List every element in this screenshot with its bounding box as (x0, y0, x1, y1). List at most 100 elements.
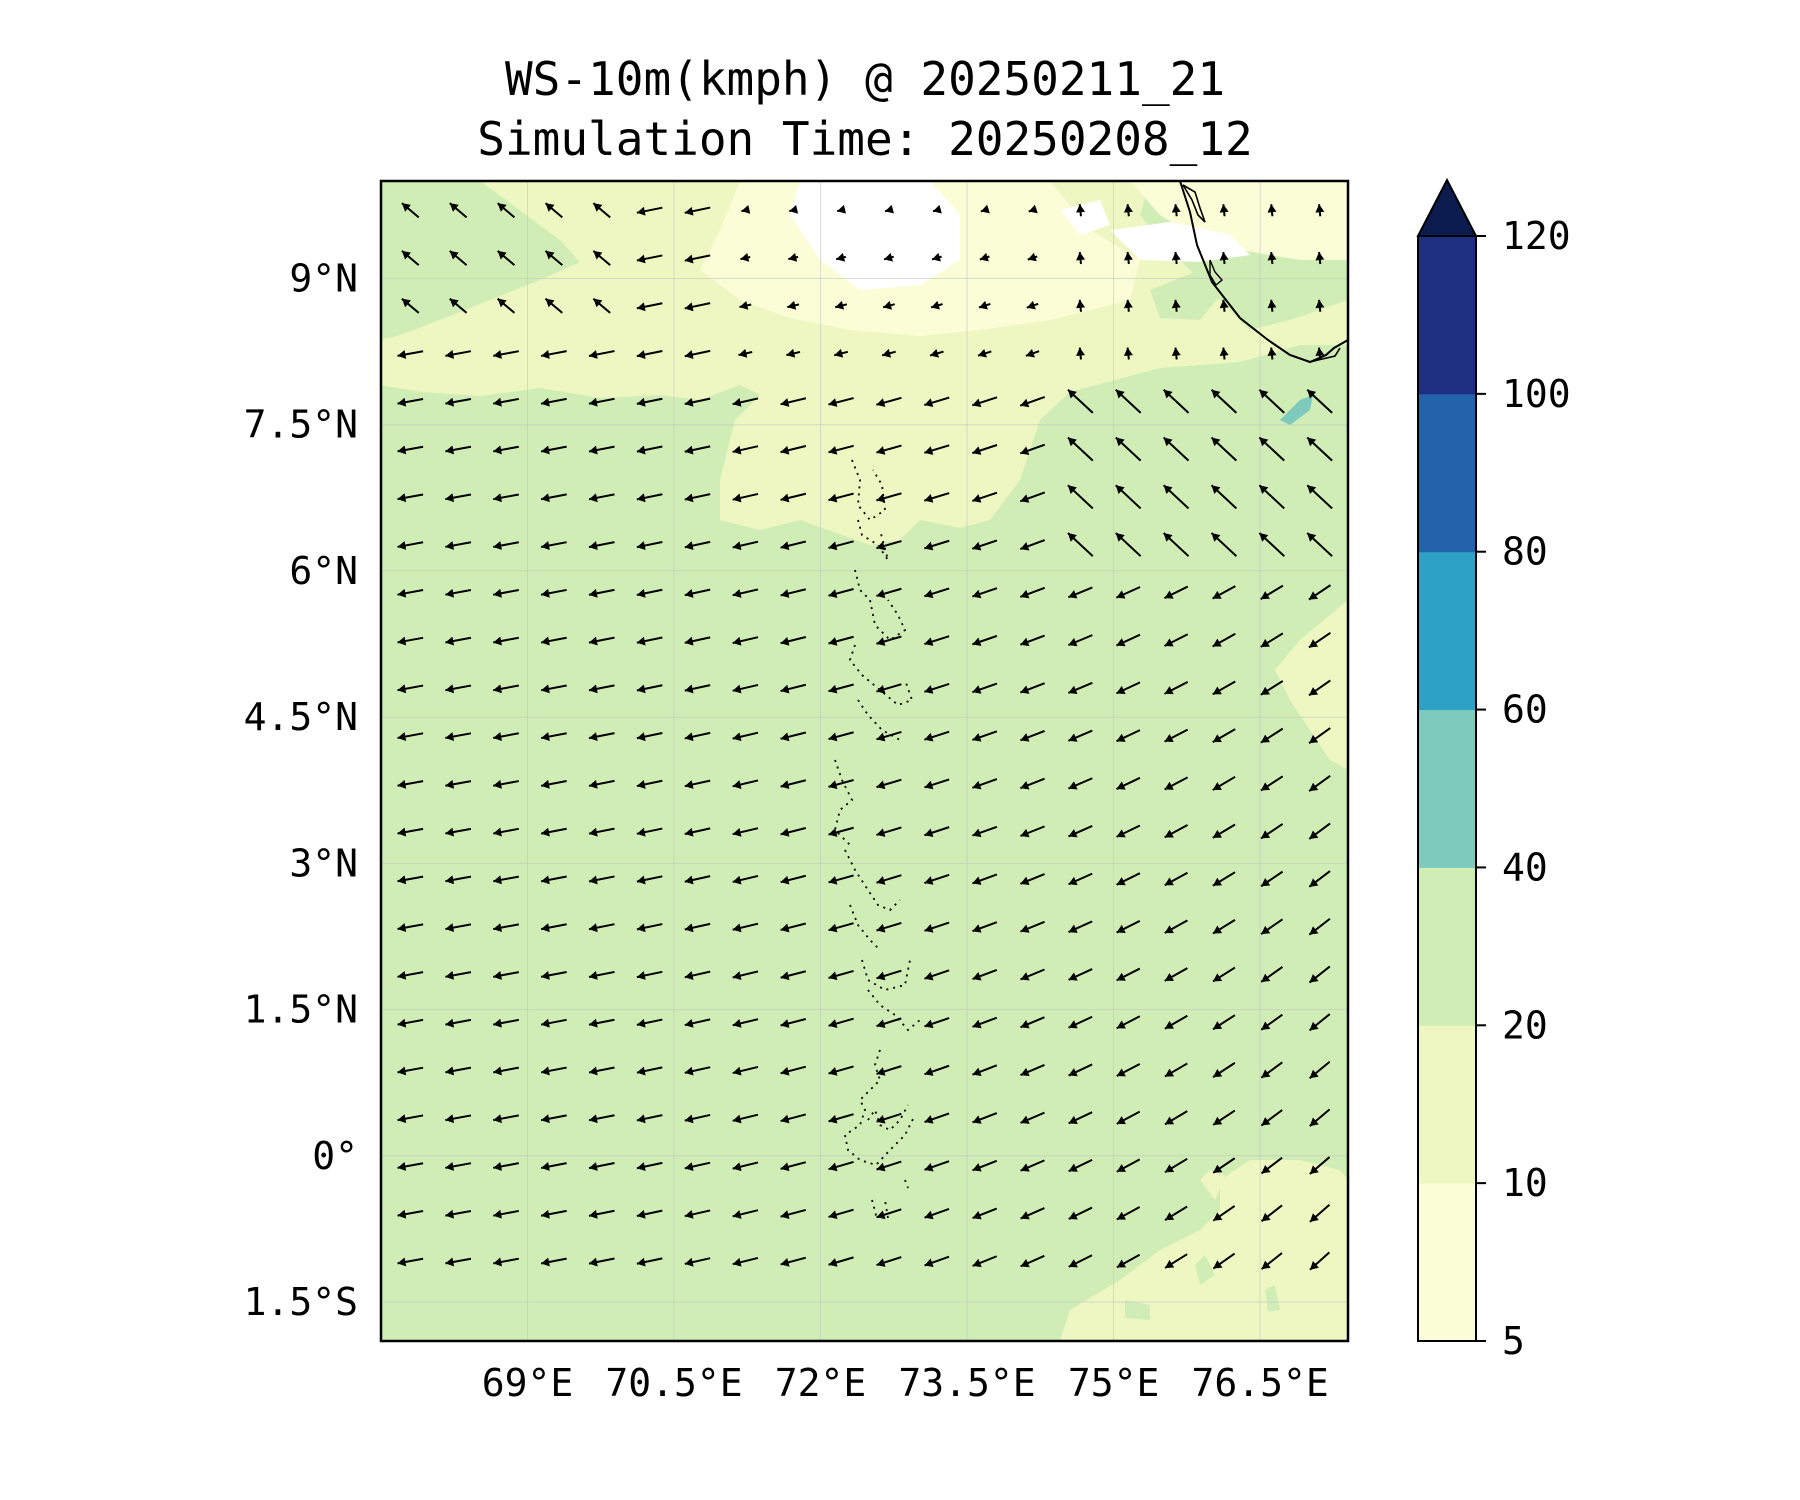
wind-arrow (401, 202, 420, 219)
wind-arrow (1306, 388, 1333, 414)
wind-arrow (1067, 532, 1094, 557)
wind-arrow (636, 636, 663, 646)
wind-arrow (1212, 632, 1236, 648)
calm-patch-1 (790, 181, 960, 290)
wind-arrow (588, 827, 615, 837)
wind-arrow (1212, 823, 1236, 839)
wind-arrow (883, 252, 895, 262)
coastline-kerala-backwater (1209, 259, 1223, 287)
wind-arrow (924, 826, 950, 838)
wind-arrow (588, 1066, 615, 1076)
wind-arrow (924, 396, 950, 408)
wind-arrow (876, 492, 902, 503)
wind-arrow (684, 1113, 711, 1124)
wind-arrow (684, 875, 711, 885)
wind-arrow (588, 875, 615, 885)
wind-arrow (1019, 396, 1046, 408)
wind-arrow (540, 827, 567, 837)
wind-arrow (980, 204, 990, 214)
wind-arrow (636, 684, 663, 694)
wind-arrow (449, 250, 468, 266)
calm-patch-3 (1060, 200, 1110, 235)
wind-arrow (1260, 918, 1284, 935)
wind-arrow (876, 731, 902, 742)
wind-arrow (1067, 388, 1094, 414)
wind-arrow (1116, 1158, 1141, 1173)
wind-arrow (496, 202, 516, 219)
wind-arrow (876, 1256, 902, 1267)
wind-arrow (493, 1066, 519, 1076)
wind-arrow (544, 250, 563, 266)
wind-arrow (732, 1161, 759, 1172)
wind-band-40-60-patch (1280, 395, 1313, 425)
wind-arrow (1116, 967, 1141, 982)
wind-arrow (540, 1209, 567, 1219)
wind-arrow (445, 875, 472, 885)
wind-arrow (1315, 299, 1325, 312)
wind-arrow (1164, 1157, 1188, 1174)
wind-arrow (972, 968, 998, 981)
wind-arrow (1315, 251, 1325, 265)
wind-arrow (684, 206, 711, 216)
wind-arrow (636, 588, 663, 598)
wind-arrow (972, 1112, 998, 1124)
coastline-india (1179, 181, 1348, 364)
colorbar-band (1418, 551, 1476, 711)
wind-band-20-40-south-hole-2 (1265, 1285, 1280, 1312)
wind-arrow (636, 1209, 663, 1219)
x-tick-label: 76.5°E (1191, 1361, 1328, 1405)
wind-arrow (445, 779, 472, 789)
wind-arrow (924, 587, 950, 599)
wind-arrow (1116, 872, 1141, 886)
wind-arrow (493, 445, 519, 455)
wind-arrow (684, 636, 711, 646)
wind-arrow (397, 350, 424, 359)
wind-arrow (1067, 436, 1094, 462)
wind-arrow (1068, 825, 1093, 838)
wind-arrow (1020, 1254, 1045, 1268)
wind-arrow (1116, 1206, 1141, 1221)
wind-arrow (397, 827, 424, 837)
wind-arrow (1162, 484, 1190, 510)
wind-arrow (732, 445, 759, 455)
wind-arrow (588, 1018, 615, 1028)
wind-arrow (592, 202, 611, 219)
wind-arrow (828, 1208, 854, 1220)
wind-arrow (1212, 728, 1236, 744)
wind-arrow (636, 923, 663, 933)
wind-arrow (924, 730, 950, 742)
wind-arrow (1260, 870, 1284, 888)
wind-arrow (971, 396, 998, 408)
wind-arrow (588, 684, 615, 694)
wind-arrow (780, 922, 807, 933)
wind-arrow (876, 1065, 902, 1076)
wind-arrow (1212, 1252, 1236, 1270)
wind-arrow (1068, 1254, 1093, 1268)
wind-arrow (636, 1018, 663, 1028)
wind-arrow (540, 636, 567, 646)
wind-arrow (445, 1257, 472, 1267)
wind-arrow (1020, 1111, 1045, 1124)
wind-arrow (1068, 1015, 1093, 1029)
wind-arrow (493, 541, 519, 550)
wind-arrow (684, 1257, 711, 1267)
wind-arrow (540, 684, 567, 694)
wind-arrow (876, 1208, 902, 1220)
wind-arrow (978, 300, 991, 310)
wind-arrow (1116, 1110, 1141, 1125)
colorbar-tick-label: 40 (1502, 845, 1548, 889)
wind-arrow (882, 300, 895, 310)
wind-arrow (592, 250, 611, 266)
wind-arrow (732, 827, 759, 837)
wind-arrow (828, 397, 854, 407)
wind-arrow (397, 1257, 424, 1267)
wind-arrow (588, 923, 615, 933)
wind-arrow (684, 1161, 711, 1172)
colorbar-band (1418, 236, 1476, 395)
wind-arrow (1212, 1062, 1236, 1078)
wind-arrow (876, 778, 902, 790)
wind-arrow (684, 922, 711, 933)
wind-arrow (540, 1162, 567, 1171)
wind-arrow (1260, 1061, 1283, 1079)
